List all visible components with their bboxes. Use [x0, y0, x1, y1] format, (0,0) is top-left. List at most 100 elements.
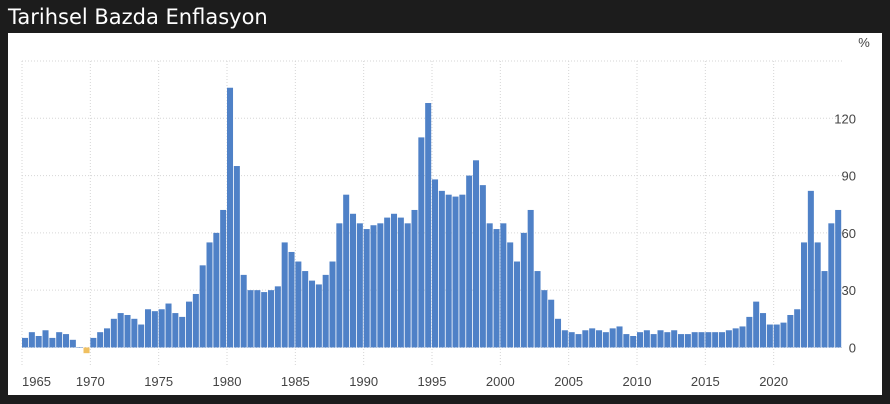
- bar: [138, 324, 145, 348]
- bar: [507, 242, 514, 348]
- bar: [684, 334, 691, 348]
- bar: [452, 196, 459, 348]
- x-tick-label: 1990: [349, 374, 378, 389]
- bar: [548, 299, 555, 348]
- bar: [609, 328, 616, 348]
- bar: [281, 242, 288, 348]
- bar: [172, 313, 179, 348]
- bar: [28, 332, 35, 348]
- inflation-bar-chart: 1965 1970 1975 1980 1985 1990 1995 2000 2005 2010…: [21, 35, 870, 389]
- bar: [363, 229, 370, 348]
- x-tick-label: 2010: [623, 374, 652, 389]
- x-tick-label: 2020: [759, 374, 788, 389]
- x-tick-label: 1975: [144, 374, 173, 389]
- bar: [83, 347, 90, 354]
- bar: [766, 324, 773, 348]
- y-tick-label: 0: [849, 340, 856, 355]
- bar: [657, 330, 664, 348]
- bar: [35, 335, 42, 348]
- bar: [56, 332, 63, 348]
- x-tick-label: 1980: [213, 374, 242, 389]
- bar: [514, 261, 521, 348]
- bar: [227, 87, 234, 348]
- bar: [445, 194, 452, 348]
- bar: [801, 242, 808, 348]
- bar: [705, 332, 712, 348]
- x-tick-label: 1985: [281, 374, 310, 389]
- bar: [568, 332, 575, 348]
- bar: [336, 223, 343, 348]
- y-axis-ticks: 0 30 60 90 120: [834, 111, 856, 355]
- bar: [527, 209, 534, 348]
- bar: [520, 232, 527, 348]
- chart-bars: [22, 87, 842, 354]
- bar: [814, 242, 821, 348]
- y-tick-label: 120: [834, 111, 856, 126]
- bar: [418, 137, 425, 348]
- bar: [575, 334, 582, 348]
- bar: [268, 290, 275, 348]
- bar: [773, 324, 780, 348]
- bar: [158, 309, 165, 348]
- bar: [637, 332, 644, 348]
- bar: [555, 318, 562, 348]
- bar: [596, 330, 603, 348]
- bar: [145, 309, 152, 348]
- bar: [664, 332, 671, 348]
- bar: [534, 271, 541, 348]
- bar: [732, 328, 739, 348]
- bar: [315, 284, 322, 348]
- bar: [486, 223, 493, 348]
- x-tick-label: 1970: [76, 374, 105, 389]
- bar: [760, 313, 767, 348]
- bar: [835, 209, 842, 348]
- bar: [397, 217, 404, 348]
- bar: [739, 326, 746, 348]
- bar: [329, 261, 336, 348]
- bar: [466, 175, 473, 348]
- bar: [22, 337, 29, 348]
- chart-panel: 1965 1970 1975 1980 1985 1990 1995 2000 2005 2010…: [8, 33, 882, 395]
- chart-grid: [21, 60, 842, 367]
- bar: [438, 190, 445, 348]
- bar: [343, 194, 350, 348]
- bar: [233, 166, 240, 348]
- bar: [117, 313, 124, 348]
- bar: [671, 330, 678, 348]
- x-tick-label: 2005: [554, 374, 583, 389]
- bar: [725, 330, 732, 348]
- bar: [623, 334, 630, 348]
- bar: [179, 316, 186, 348]
- bar: [787, 314, 794, 348]
- bar: [746, 316, 753, 348]
- x-axis-ticks: 1965 1970 1975 1980 1985 1990 1995 2000 2005 2010…: [22, 374, 788, 389]
- bar: [432, 179, 439, 348]
- bar: [199, 265, 206, 348]
- bar: [356, 223, 363, 348]
- y-tick-label: 60: [842, 226, 856, 241]
- bar: [712, 332, 719, 348]
- bar: [322, 274, 329, 348]
- x-tick-label: 1995: [418, 374, 447, 389]
- bar: [213, 232, 220, 348]
- bar: [186, 301, 193, 348]
- bar: [124, 314, 131, 348]
- bar: [63, 334, 70, 348]
- bar: [459, 194, 466, 348]
- bar: [206, 242, 213, 348]
- bar: [261, 292, 268, 348]
- bar: [404, 223, 411, 348]
- bar: [151, 311, 158, 348]
- y-axis-unit-label: %: [858, 35, 870, 50]
- bar: [391, 213, 398, 348]
- bar: [828, 223, 835, 348]
- bar: [131, 318, 138, 348]
- bar: [794, 309, 801, 348]
- bar: [247, 290, 254, 348]
- bar: [561, 330, 568, 348]
- bar: [302, 271, 309, 348]
- bar: [192, 293, 199, 348]
- bar: [650, 334, 657, 348]
- bar: [165, 303, 172, 348]
- bar: [425, 103, 432, 348]
